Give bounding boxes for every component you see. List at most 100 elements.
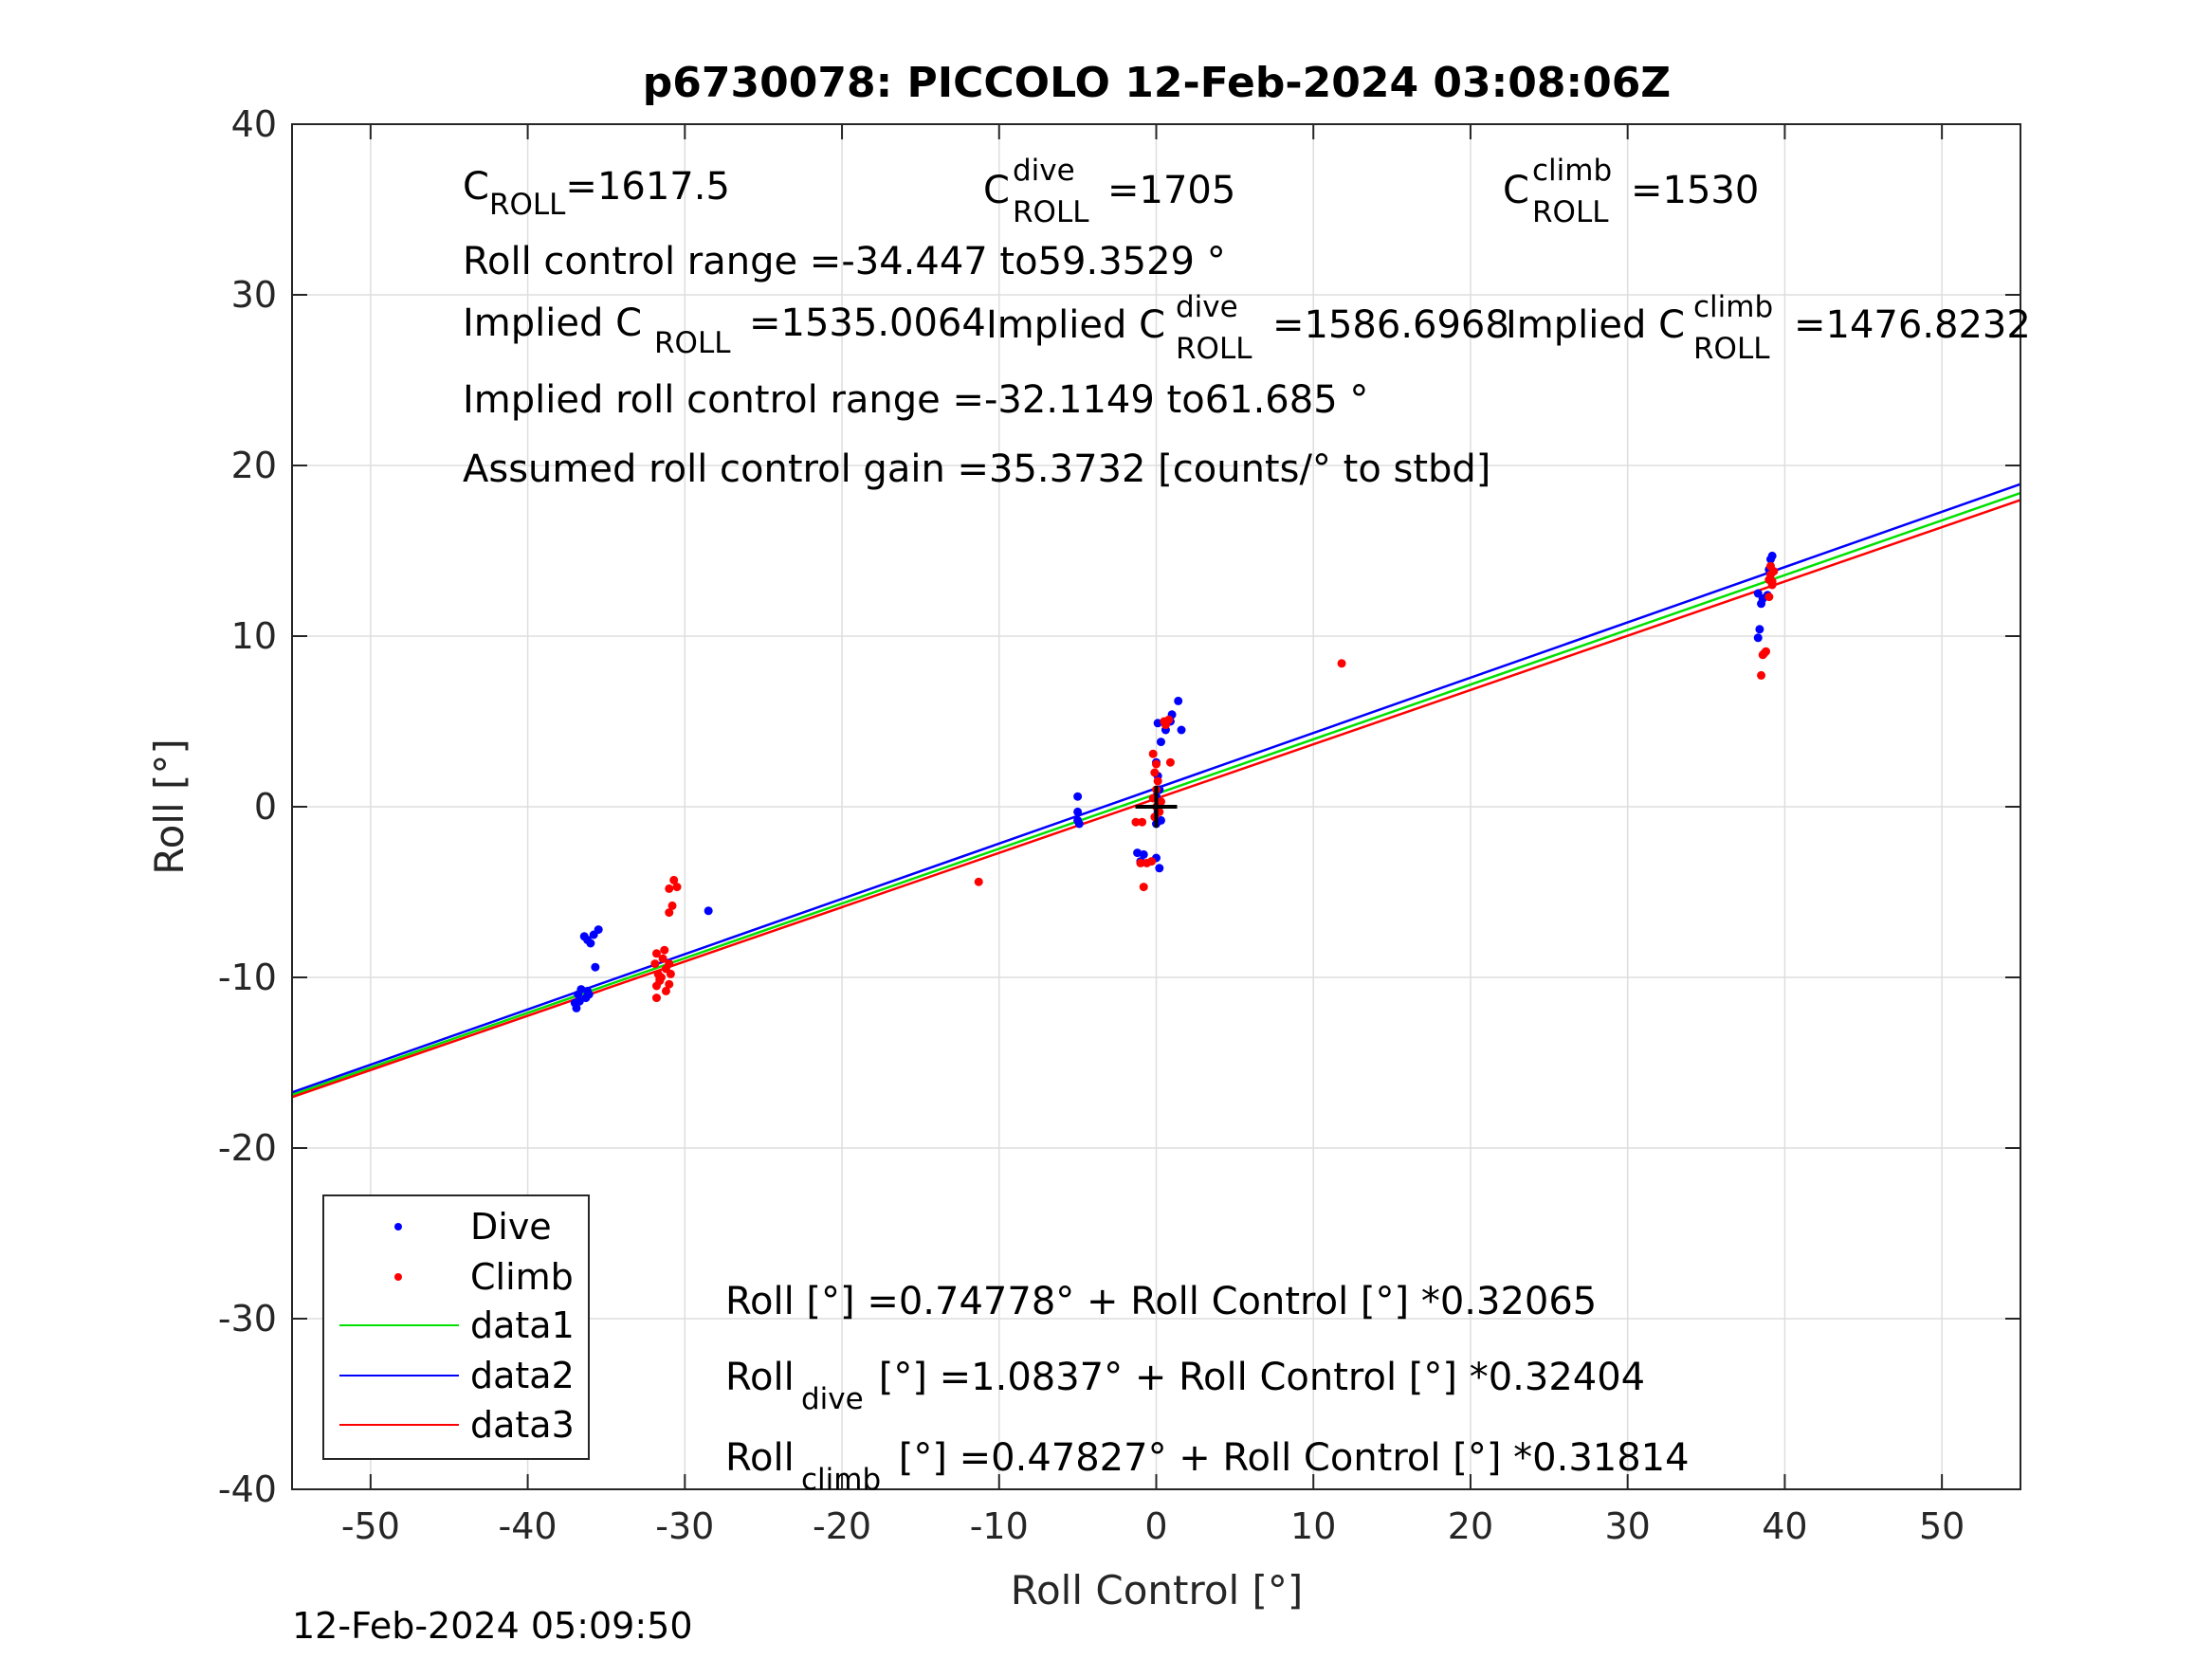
climb-point (1156, 797, 1165, 807)
x-tick-label: 20 (1448, 1505, 1493, 1547)
climb-point (660, 945, 669, 955)
dive-point (583, 935, 593, 944)
svg-text:climb: climb (1693, 290, 1773, 324)
svg-text:Implied C: Implied C (986, 303, 1165, 347)
fit-equation-dive: Roll dive [°] =1.0837° + Roll Control [°… (725, 1356, 1645, 1416)
dive-point (1156, 738, 1165, 747)
roll-control-gain-text: Assumed roll control gain =35.3732 [coun… (463, 447, 1490, 491)
svg-text:dive: dive (801, 1382, 864, 1416)
svg-text:Implied C: Implied C (463, 301, 642, 345)
implied-roll-control-range-text: Implied roll control range =-32.1149 to6… (463, 378, 1368, 422)
footer-timestamp: 12-Feb-2024 05:09:50 (292, 1605, 693, 1647)
climb-point (665, 884, 674, 893)
svg-text:Roll: Roll (725, 1356, 795, 1399)
croll-dive-annotation: C dive ROLL =1705 (983, 154, 1235, 229)
x-tick-label: 40 (1762, 1505, 1807, 1547)
svg-text:Roll: Roll (725, 1436, 795, 1480)
dive-point (572, 1003, 581, 1012)
climb-point (1153, 776, 1162, 786)
climb-point (1150, 768, 1160, 777)
climb-point (658, 954, 667, 963)
climb-point (651, 949, 661, 958)
legend-data1-label: data1 (470, 1304, 575, 1346)
dive-point (704, 906, 713, 916)
legend: Dive Climb data1 data2 data3 (322, 1194, 590, 1460)
svg-text:Implied C: Implied C (1506, 303, 1685, 347)
dive-point (575, 996, 584, 1006)
y-tick-label: -20 (218, 1127, 277, 1169)
dive-point (591, 962, 600, 972)
dive-point (1767, 551, 1777, 560)
x-tick-label: 30 (1605, 1505, 1651, 1547)
climb-point (1138, 817, 1147, 827)
svg-text:dive: dive (1013, 154, 1075, 188)
climb-point (1164, 715, 1174, 724)
dive-point (1156, 815, 1165, 825)
svg-text:climb: climb (801, 1463, 881, 1497)
climb-point (665, 979, 674, 989)
climb-point (650, 959, 660, 969)
svg-text:=1530: =1530 (1631, 169, 1759, 212)
climb-point (1139, 883, 1148, 892)
roll-control-range-text: Roll control range =-34.447 to59.3529 ° (463, 240, 1226, 283)
climb-point (1131, 817, 1141, 827)
y-tick-label: -30 (218, 1298, 277, 1340)
y-tick-label: -10 (218, 957, 277, 998)
climb-point (667, 901, 677, 910)
dive-point (1074, 819, 1084, 829)
climb-point (1767, 580, 1777, 590)
dive-point (1073, 792, 1083, 801)
implied-croll-climb-annotation: Implied C climb ROLL =1476.8232 (1506, 290, 2031, 366)
dive-point (1139, 849, 1148, 859)
svg-text:=1476.8232: =1476.8232 (1794, 303, 2031, 347)
dive-point (594, 925, 603, 935)
legend-dive-marker (394, 1223, 402, 1231)
implied-croll-dive-annotation: Implied C dive ROLL =1586.6968 (986, 290, 1509, 366)
dive-point (1174, 696, 1183, 705)
croll-climb-annotation: C climb ROLL =1530 (1503, 154, 1759, 229)
svg-text:ROLL: ROLL (654, 326, 731, 360)
svg-text:ROLL: ROLL (1693, 332, 1770, 366)
climb-point (1337, 659, 1346, 668)
croll-annotation: CROLL=1617.5 (463, 165, 730, 222)
x-tick-label: 50 (1919, 1505, 1965, 1547)
climb-point (665, 959, 674, 969)
y-axis-label: Roll [°] (146, 738, 192, 874)
y-tick-label: -40 (218, 1468, 277, 1510)
fit-equation-climb: Roll climb [°] =0.47827° + Roll Control … (725, 1436, 1690, 1497)
svg-text:dive: dive (1176, 290, 1238, 324)
dive-point (1155, 864, 1164, 873)
x-axis-label: Roll Control [°] (1011, 1567, 1304, 1613)
svg-text:ROLL: ROLL (1013, 195, 1089, 229)
svg-text:climb: climb (1532, 154, 1612, 188)
legend-data3-label: data3 (470, 1404, 575, 1446)
dive-point (1755, 625, 1764, 634)
y-tick-label: 30 (231, 274, 277, 316)
svg-text:[°] =0.47827° + Roll Control [: [°] =0.47827° + Roll Control [°] *0.3181… (887, 1436, 1690, 1480)
x-tick-label: -50 (341, 1505, 400, 1547)
x-tick-label: -40 (499, 1505, 558, 1547)
axis-ticks: -50 -40 -30 -20 -10 0 10 20 30 40 50 -40 -30 -20 -10 0 1… (218, 103, 2020, 1547)
legend-climb-marker (394, 1273, 402, 1281)
climb-point (666, 969, 675, 978)
climb-point (1764, 592, 1774, 602)
svg-text:ROLL: ROLL (1532, 195, 1609, 229)
y-tick-label: 20 (231, 445, 277, 486)
climb-point (1165, 757, 1175, 767)
svg-text:[°] =1.0837° + Roll Control [°: [°] =1.0837° + Roll Control [°] *0.32404 (867, 1356, 1645, 1399)
climb-point (661, 986, 670, 995)
chart-title: p6730078: PICCOLO 12-Feb-2024 03:08:06Z (643, 59, 1671, 107)
fit-equation-all: Roll [°] =0.74778° + Roll Control [°] *0… (725, 1280, 1597, 1323)
climb-point (665, 908, 674, 918)
climb-point (974, 877, 983, 886)
legend-dive-label: Dive (470, 1206, 552, 1248)
svg-text:=1535.0064: =1535.0064 (749, 301, 986, 345)
x-tick-label: -30 (655, 1505, 714, 1547)
y-tick-label: 10 (231, 615, 277, 657)
climb-point (1757, 670, 1766, 680)
climb-point (651, 981, 661, 991)
climb-point (655, 975, 665, 984)
climb-point (1147, 857, 1157, 866)
svg-text:C: C (1503, 169, 1529, 212)
